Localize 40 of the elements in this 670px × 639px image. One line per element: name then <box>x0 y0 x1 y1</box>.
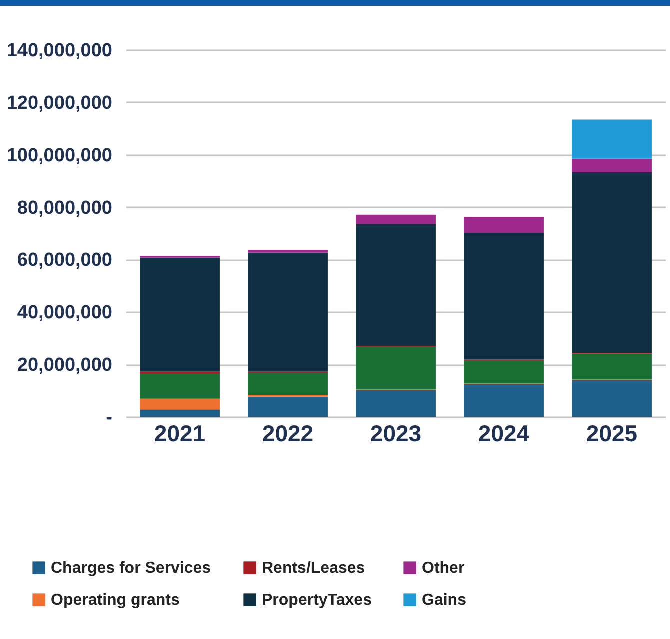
bar <box>140 398 220 410</box>
bar <box>356 390 436 417</box>
bar <box>464 360 544 384</box>
legend-label: PropertyTaxes <box>262 592 372 609</box>
x-tick-label: 2022 <box>262 420 314 446</box>
bar <box>572 172 652 354</box>
bar <box>356 347 436 390</box>
x-tick-label: 2025 <box>586 420 638 446</box>
bar <box>464 232 544 360</box>
bar <box>356 224 436 346</box>
bar <box>140 258 220 372</box>
x-tick-label: 2021 <box>154 420 206 446</box>
bar <box>464 384 544 417</box>
y-tick-label: - <box>106 408 112 428</box>
bar <box>140 374 220 399</box>
legend-label: Rents/Leases <box>262 560 366 577</box>
x-tick-label: 2023 <box>370 420 422 446</box>
bar <box>572 354 652 380</box>
y-tick-label: 80,000,000 <box>17 198 112 219</box>
y-tick-label: 60,000,000 <box>17 250 112 272</box>
bar <box>356 214 436 224</box>
y-tick-label: 20,000,000 <box>17 355 112 376</box>
bar <box>248 396 328 417</box>
legend-label: Gains <box>422 592 467 609</box>
legend-label: Other <box>422 560 465 577</box>
bar <box>572 158 652 172</box>
bar <box>464 216 544 233</box>
x-tick-label: 2024 <box>478 420 530 446</box>
bar <box>140 372 220 374</box>
y-tick-label: 140,000,000 <box>6 40 112 62</box>
bar <box>572 120 652 159</box>
y-tick-label: 120,000,000 <box>6 92 112 114</box>
y-tick-label: 40,000,000 <box>17 302 112 324</box>
bar <box>248 250 328 253</box>
bar <box>140 410 220 417</box>
bar <box>572 380 652 417</box>
bar <box>248 372 328 395</box>
y-tick-label: 100,000,000 <box>6 145 112 166</box>
legend-label: Charges for Services <box>51 560 212 577</box>
bar <box>248 252 328 372</box>
